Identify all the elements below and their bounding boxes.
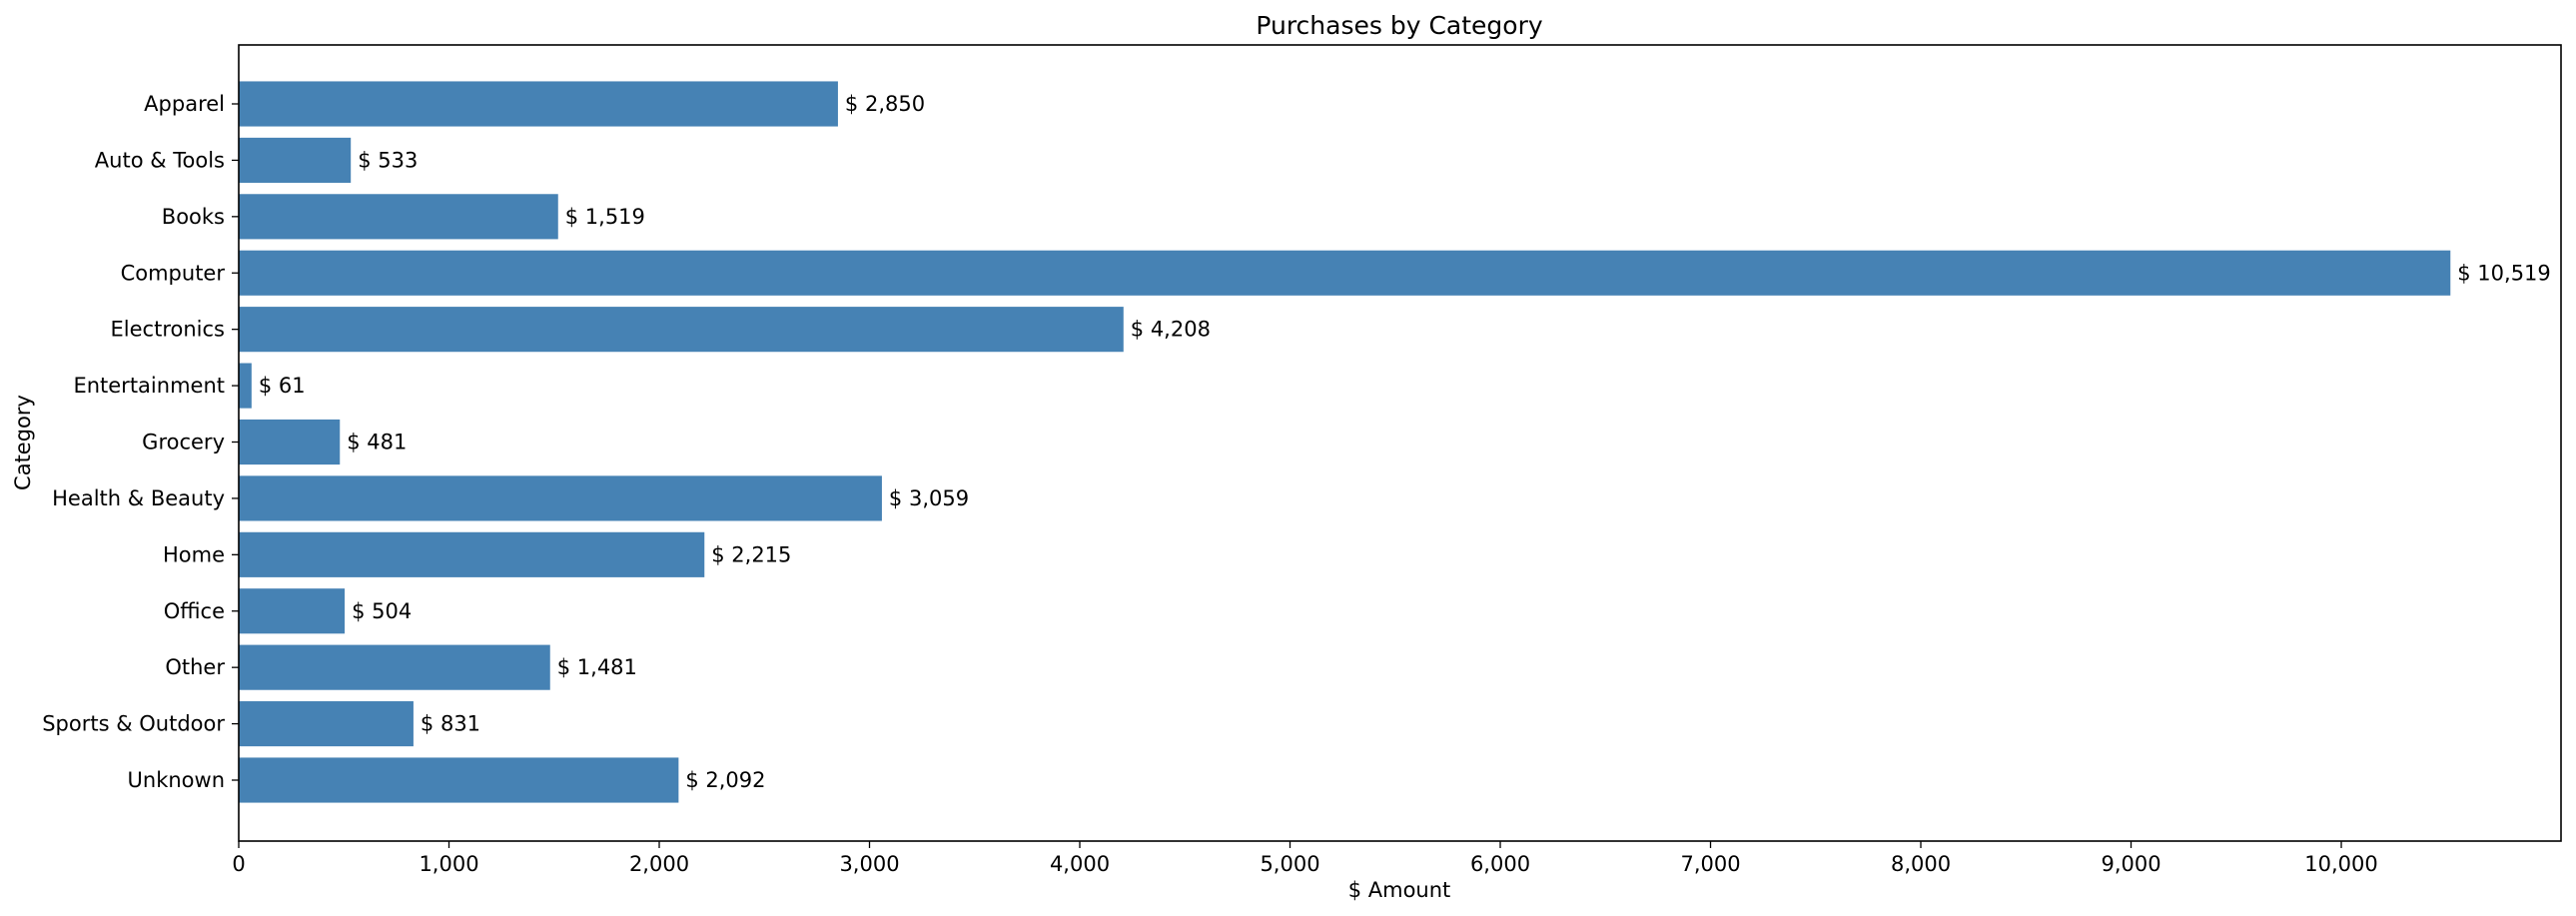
x-ticks: 0 1,000 2,000 3,000 4,000 5,000 6,000 7,000 8,00… [232,841,2378,876]
data-label: $ 61 [259,374,306,398]
x-tick-label: 4,000 [1050,852,1110,876]
data-labels: $ 2,850 $ 533 $ 1,519 $ 10,519 $ 4,208 $ 61 $ … [259,92,2551,792]
bar [239,475,882,521]
y-tick-label: Apparel [144,92,225,116]
bar [239,419,341,465]
y-tick-label: Health & Beauty [52,486,225,510]
x-tick-label: 7,000 [1680,852,1740,876]
data-label: $ 1,519 [565,205,645,229]
data-label: $ 2,850 [845,92,925,116]
x-tick-label: 5,000 [1260,852,1319,876]
x-tick-label: 0 [232,852,245,876]
data-label: $ 4,208 [1131,318,1211,342]
x-tick-label: 10,000 [2304,852,2377,876]
plot-frame [238,44,2562,842]
x-tick-label: 2,000 [629,852,689,876]
y-axis-label: Category [11,395,35,490]
data-label: $ 10,519 [2457,261,2551,285]
y-tick-label: Sports & Outdoor [42,712,225,736]
bar [239,757,679,803]
data-label: $ 533 [358,148,418,172]
y-tick-label: Home [163,542,225,566]
y-tick-labels: Apparel Auto & Tools Books Computer Electron… [42,92,239,792]
x-tick-label: 3,000 [839,852,899,876]
x-tick-label: 1,000 [419,852,478,876]
y-tick-label: Grocery [142,431,225,455]
bars-layer [239,81,2451,803]
y-tick-label: Office [164,599,225,623]
data-label: $ 831 [421,712,480,736]
data-label: $ 2,215 [711,542,791,566]
bar [239,81,838,127]
data-label: $ 2,092 [685,768,765,792]
bar [239,531,705,577]
x-tick-label: 8,000 [1891,852,1951,876]
bar [239,644,550,690]
y-tick-label: Other [165,655,225,679]
chart-title: Purchases by Category [1256,11,1543,40]
y-tick-label: Electronics [111,318,225,342]
y-tick-label: Computer [121,261,226,285]
bar [239,307,1124,353]
y-tick-label: Books [162,205,225,229]
data-label: $ 481 [347,431,407,455]
data-label: $ 1,481 [557,655,637,679]
y-tick-label: Auto & Tools [95,148,225,172]
bar [239,137,352,183]
x-tick-label: 9,000 [2101,852,2160,876]
data-label: $ 504 [352,599,412,623]
bar [239,194,558,240]
bar [239,363,252,409]
x-axis-label: $ Amount [1348,878,1451,902]
y-tick-label: Unknown [128,768,225,792]
y-tick-label: Entertainment [73,374,225,398]
bar [239,701,414,747]
data-label: $ 3,059 [889,486,969,510]
x-tick-label: 6,000 [1470,852,1530,876]
bar [239,588,346,634]
bar [239,250,2451,296]
